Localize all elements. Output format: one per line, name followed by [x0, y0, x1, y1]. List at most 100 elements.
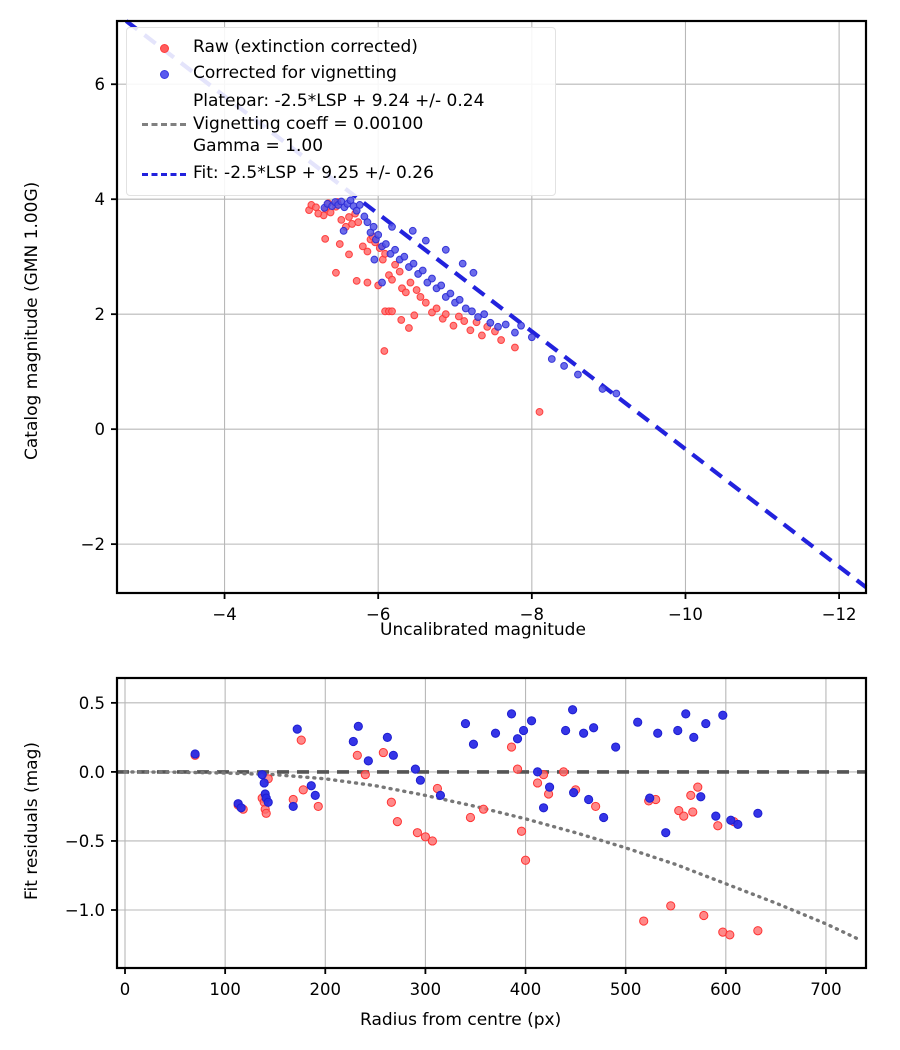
bottom-xtick-label: 600	[710, 980, 742, 999]
data-point	[391, 260, 399, 269]
data-point	[689, 732, 699, 742]
data-point	[547, 355, 556, 363]
data-point	[337, 216, 346, 224]
photometric-calibration-svg: −4 −6 −8 −10 −12 −2 0 2 4 6	[81, 19, 868, 624]
top-xtick-label: −4	[212, 605, 236, 624]
data-point	[435, 790, 446, 800]
bottom-ticks: 0 100 200 300 400 500 600 700 0.5 0.0 −0.5 −1.0	[65, 694, 842, 999]
data-point	[532, 767, 543, 777]
data-point	[386, 797, 396, 807]
data-point	[380, 347, 389, 355]
data-point	[418, 266, 427, 275]
bottom-ytick-label: 0.0	[79, 763, 105, 782]
data-point	[693, 782, 703, 792]
data-point	[405, 324, 413, 332]
data-point	[288, 801, 298, 812]
data-point	[558, 767, 569, 777]
legend-item-platepar: Platepar: -2.5*LSP + 9.24 +/- 0.24 Vigne…	[135, 87, 547, 161]
data-point	[468, 739, 479, 749]
data-point	[718, 710, 728, 720]
data-point	[512, 734, 523, 744]
data-point	[348, 736, 358, 747]
blue-dashed-line-icon	[135, 161, 193, 187]
fit-line	[124, 19, 868, 589]
data-point	[611, 742, 621, 752]
fit-residuals-panel: 0 100 200 300 400 500 600 700 0.5 0.0 −0.5 −1.0	[0, 660, 900, 1050]
data-point	[633, 717, 643, 727]
data-point	[686, 790, 696, 800]
data-point	[410, 311, 419, 320]
legend: Raw (extinction corrected) Corrected for…	[126, 27, 556, 196]
data-point	[486, 318, 495, 327]
data-point	[753, 926, 763, 936]
bottom-xtick-label: 0	[120, 980, 131, 999]
data-point	[591, 801, 601, 812]
data-point	[421, 298, 430, 307]
data-point	[306, 781, 316, 791]
legend-item-fit: Fit: -2.5*LSP + 9.25 +/- 0.26	[135, 161, 547, 187]
data-point	[653, 728, 663, 738]
data-point	[516, 826, 527, 836]
data-point	[363, 247, 372, 256]
gray-dashed-line-icon	[135, 87, 193, 161]
data-point	[517, 321, 525, 330]
data-point	[520, 855, 531, 865]
top-ytick-label: 0	[95, 420, 106, 439]
data-point	[490, 728, 501, 738]
legend-item-corrected: Corrected for vignetting	[135, 61, 547, 87]
legend-item-raw: Raw (extinction corrected)	[135, 35, 547, 61]
data-point	[388, 307, 396, 316]
bottom-grid	[117, 678, 866, 968]
data-point	[298, 785, 308, 795]
bottom-xtick-label: 400	[510, 980, 542, 999]
data-point	[526, 716, 537, 726]
data-point	[538, 803, 549, 813]
data-point	[568, 705, 578, 715]
data-point	[544, 782, 555, 792]
data-point	[460, 718, 471, 729]
residual-series-corrected	[190, 705, 763, 838]
data-point	[378, 278, 386, 287]
legend-label-fit: Fit: -2.5*LSP + 9.25 +/- 0.26	[193, 163, 434, 184]
top-panel-x-axis-label: Uncalibrated magnitude	[380, 620, 586, 640]
blue-dot-icon	[135, 61, 193, 87]
data-point	[512, 764, 523, 774]
bottom-ytick-label: −0.5	[65, 832, 105, 851]
data-point	[468, 307, 476, 316]
data-point	[190, 749, 200, 759]
data-point	[469, 268, 478, 277]
data-point	[446, 289, 455, 298]
data-point	[369, 222, 378, 231]
bottom-panel-y-axis-label: Fit residuals (mag)	[22, 742, 42, 900]
data-point	[589, 723, 599, 733]
legend-label-platepar-line2: Vignetting coeff = 0.00100	[193, 113, 424, 134]
data-point	[352, 276, 361, 285]
data-point	[511, 328, 519, 337]
top-ticks: −4 −6 −8 −10 −12 −2 0 2 4 6	[81, 75, 857, 624]
data-point	[374, 230, 383, 239]
data-point	[363, 278, 372, 287]
data-point	[455, 295, 464, 304]
data-point	[395, 267, 404, 276]
bottom-panel-x-axis-label: Radius from centre (px)	[360, 1010, 562, 1030]
data-point	[263, 797, 273, 807]
data-point	[574, 370, 582, 379]
data-point	[412, 286, 421, 294]
legend-label-raw: Raw (extinction corrected)	[193, 37, 418, 58]
data-point	[392, 817, 402, 827]
data-point	[363, 756, 373, 766]
data-point	[726, 815, 736, 825]
data-point	[466, 326, 475, 335]
data-point	[412, 828, 423, 838]
data-point	[428, 274, 436, 283]
top-ytick-label: 2	[95, 305, 106, 324]
data-point	[612, 389, 621, 398]
data-point	[236, 803, 246, 813]
data-point	[354, 218, 363, 227]
data-point	[753, 808, 763, 818]
data-point	[477, 331, 486, 340]
photometric-calibration-panel: −4 −6 −8 −10 −12 −2 0 2 4 6	[81, 19, 868, 624]
bottom-ytick-label: −1.0	[65, 901, 105, 920]
data-point	[681, 709, 691, 719]
data-point	[437, 281, 446, 290]
